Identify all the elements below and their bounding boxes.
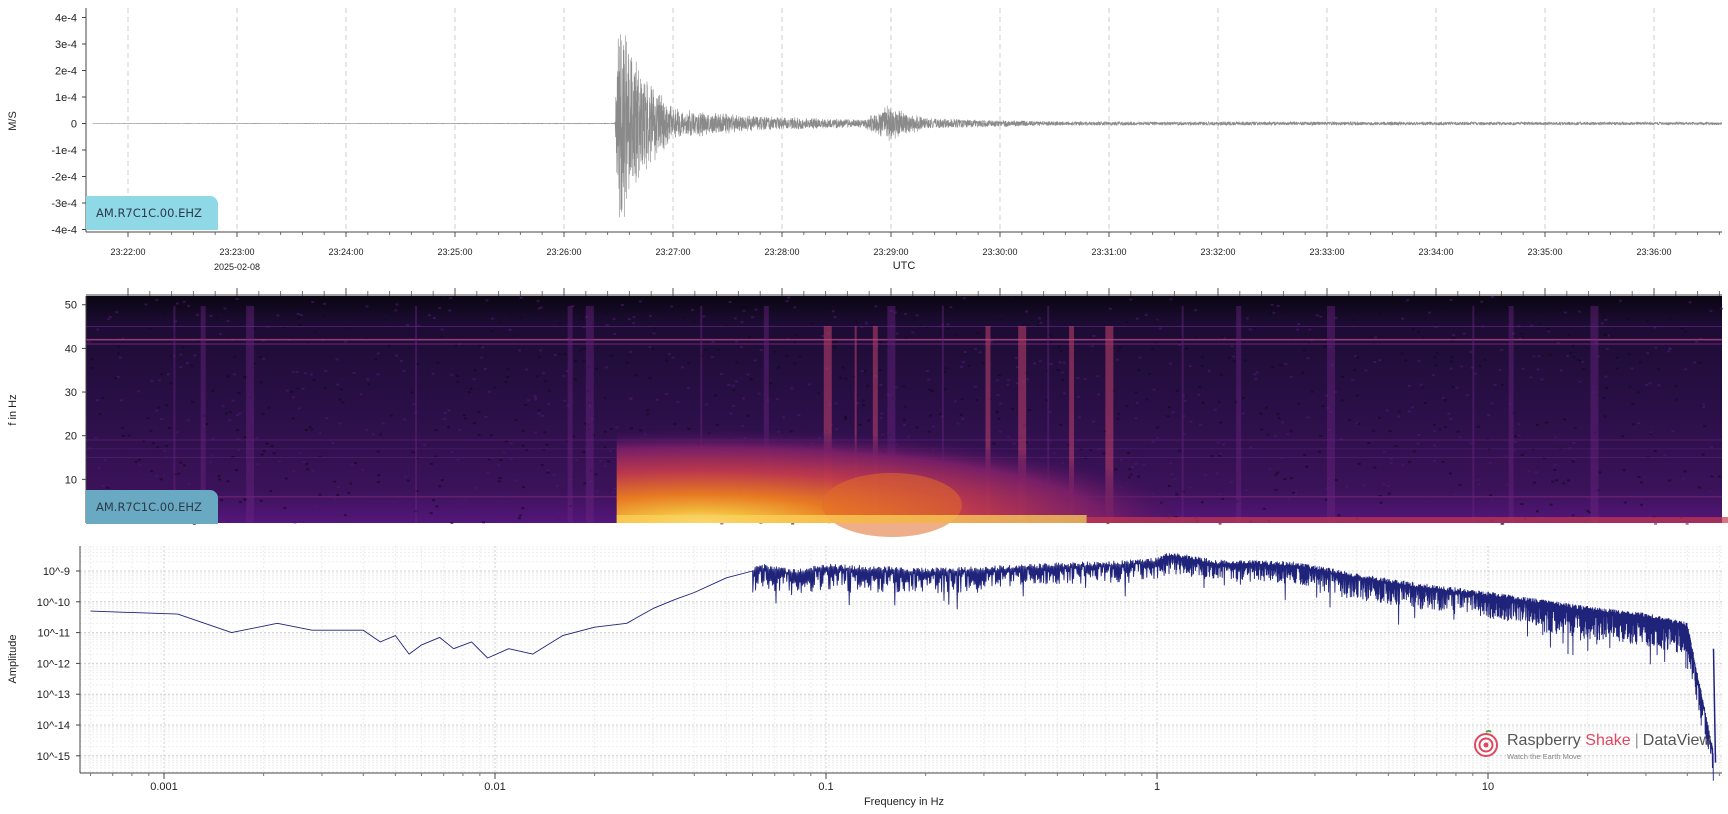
spectrogram-streak bbox=[1472, 306, 1475, 523]
waveform-x-tick-label: 23:31:00 bbox=[1091, 247, 1126, 257]
fft-trace-tail bbox=[1712, 648, 1717, 763]
fft-x-tick-label: 0.1 bbox=[818, 781, 833, 793]
fft-x-tick-label: 1 bbox=[1154, 781, 1160, 793]
fft-x-tick-label: 0.001 bbox=[150, 781, 178, 793]
waveform-x-tick-label: 23:30:00 bbox=[982, 247, 1017, 257]
spectrogram-y-tick-label: 20 bbox=[65, 431, 77, 443]
waveform-x-tick-label: 23:24:00 bbox=[328, 247, 363, 257]
waveform-x-tick-label: 23:25:00 bbox=[437, 247, 472, 257]
waveform-x-tick-label: 23:23:00 bbox=[219, 247, 254, 257]
brand-tagline: Watch the Earth Move bbox=[1507, 752, 1581, 761]
fft-y-tick-label: 10^-10 bbox=[37, 597, 70, 609]
raspberry-shake-logo-icon bbox=[1474, 730, 1498, 757]
brand-separator: | bbox=[1634, 732, 1639, 749]
spectrogram-y-tick-label: 10 bbox=[65, 474, 77, 486]
waveform-y-tick-label: 0 bbox=[71, 119, 77, 131]
fft-y-tick-label: 10^-12 bbox=[37, 658, 70, 670]
waveform-y-tick-label: -3e-4 bbox=[51, 198, 77, 210]
spectrogram-streak bbox=[1047, 306, 1050, 523]
spectrogram-y-tick-label: 50 bbox=[65, 300, 77, 312]
fft-y-tick-label: 10^-15 bbox=[37, 751, 70, 763]
fft-y-tick-label: 10^-11 bbox=[38, 628, 70, 640]
spectrogram-y-tick-label: 30 bbox=[65, 387, 77, 399]
fft-trace bbox=[90, 553, 1714, 781]
brand-name-accent: Shake bbox=[1585, 732, 1631, 749]
spectrogram-y-tick-label: 40 bbox=[65, 343, 77, 355]
brand-name-text: Raspberry bbox=[1507, 732, 1581, 749]
waveform-y-tick-label: -2e-4 bbox=[51, 172, 77, 184]
waveform-y-tick-label: -1e-4 bbox=[51, 145, 77, 157]
waveform-x-tick-label: 23:27:00 bbox=[655, 247, 690, 257]
spectrogram-streak bbox=[700, 306, 703, 523]
spectrogram-streak bbox=[246, 306, 255, 523]
waveform-x-tick-label: 23:22:00 bbox=[110, 247, 145, 257]
waveform-x-tick-label: 23:32:00 bbox=[1200, 247, 1235, 257]
waveform-x-tick-label: 23:36:00 bbox=[1636, 247, 1671, 257]
raspberry-shake-logo: Raspberry Shake | DataView Watch the Earth… bbox=[1471, 726, 1721, 766]
waveform-y-tick-label: 2e-4 bbox=[55, 66, 77, 78]
spectrogram-streak bbox=[941, 306, 944, 523]
fft-y-tick-label: 10^-14 bbox=[37, 720, 70, 732]
waveform-y-tick-label: 4e-4 bbox=[55, 13, 77, 25]
waveform-x-axis-title: UTC bbox=[893, 260, 916, 272]
waveform-x-tick-label: 23:34:00 bbox=[1418, 247, 1453, 257]
waveform-y-tick-label: 3e-4 bbox=[55, 39, 77, 51]
waveform-x-tick-label: 23:29:00 bbox=[873, 247, 908, 257]
brand-product: DataView bbox=[1642, 732, 1711, 749]
spectrogram-energy-secondary bbox=[821, 473, 962, 537]
spectrogram-streak bbox=[585, 306, 594, 523]
waveform-trace bbox=[92, 34, 1723, 218]
waveform-y-axis-title: M/S bbox=[7, 111, 19, 131]
spectrogram-streak bbox=[1508, 306, 1514, 523]
fft-y-axis-title: Amplitude bbox=[7, 635, 19, 684]
fft-x-axis-title: Frequency in Hz bbox=[864, 796, 944, 808]
spectrogram-streak bbox=[415, 306, 418, 523]
station-label-badge-spectrogram: AM.R7C1C.00.EHZ bbox=[86, 490, 218, 524]
station-label-badge-waveform: AM.R7C1C.00.EHZ bbox=[86, 196, 218, 230]
spectrogram-streak bbox=[887, 306, 896, 523]
spectrogram-streak bbox=[1590, 306, 1599, 523]
waveform-y-tick-label: -4e-4 bbox=[51, 225, 77, 237]
waveform-y-tick-label: 1e-4 bbox=[55, 92, 77, 104]
brand-name: Raspberry Shake | DataView bbox=[1507, 732, 1711, 750]
waveform-x-tick-label: 23:26:00 bbox=[546, 247, 581, 257]
fft-y-tick-label: 10^-13 bbox=[37, 689, 70, 701]
fft-y-tick-label: 10^-9 bbox=[43, 566, 70, 578]
fft-plot-area bbox=[80, 546, 1722, 773]
waveform-date-label: 2025-02-08 bbox=[214, 262, 260, 272]
waveform-x-tick-label: 23:35:00 bbox=[1527, 247, 1562, 257]
spectrogram-streak bbox=[200, 306, 206, 523]
spectrogram-streak bbox=[1181, 306, 1184, 523]
spectrogram-low-band-tail bbox=[1086, 517, 1728, 523]
spectrogram-streak bbox=[173, 306, 176, 523]
spectrogram-streak bbox=[763, 306, 769, 523]
waveform-x-tick-label: 23:28:00 bbox=[764, 247, 799, 257]
spectrogram-streak bbox=[1236, 306, 1242, 523]
spectrogram-streak bbox=[567, 306, 573, 523]
spectrogram-y-axis-title: f in Hz bbox=[7, 394, 19, 425]
fft-x-tick-label: 10 bbox=[1482, 781, 1494, 793]
spectrogram-low-band bbox=[616, 515, 1087, 523]
waveform-x-tick-label: 23:33:00 bbox=[1309, 247, 1344, 257]
spectrogram-streak bbox=[1327, 306, 1335, 523]
fft-x-tick-label: 0.01 bbox=[484, 781, 505, 793]
